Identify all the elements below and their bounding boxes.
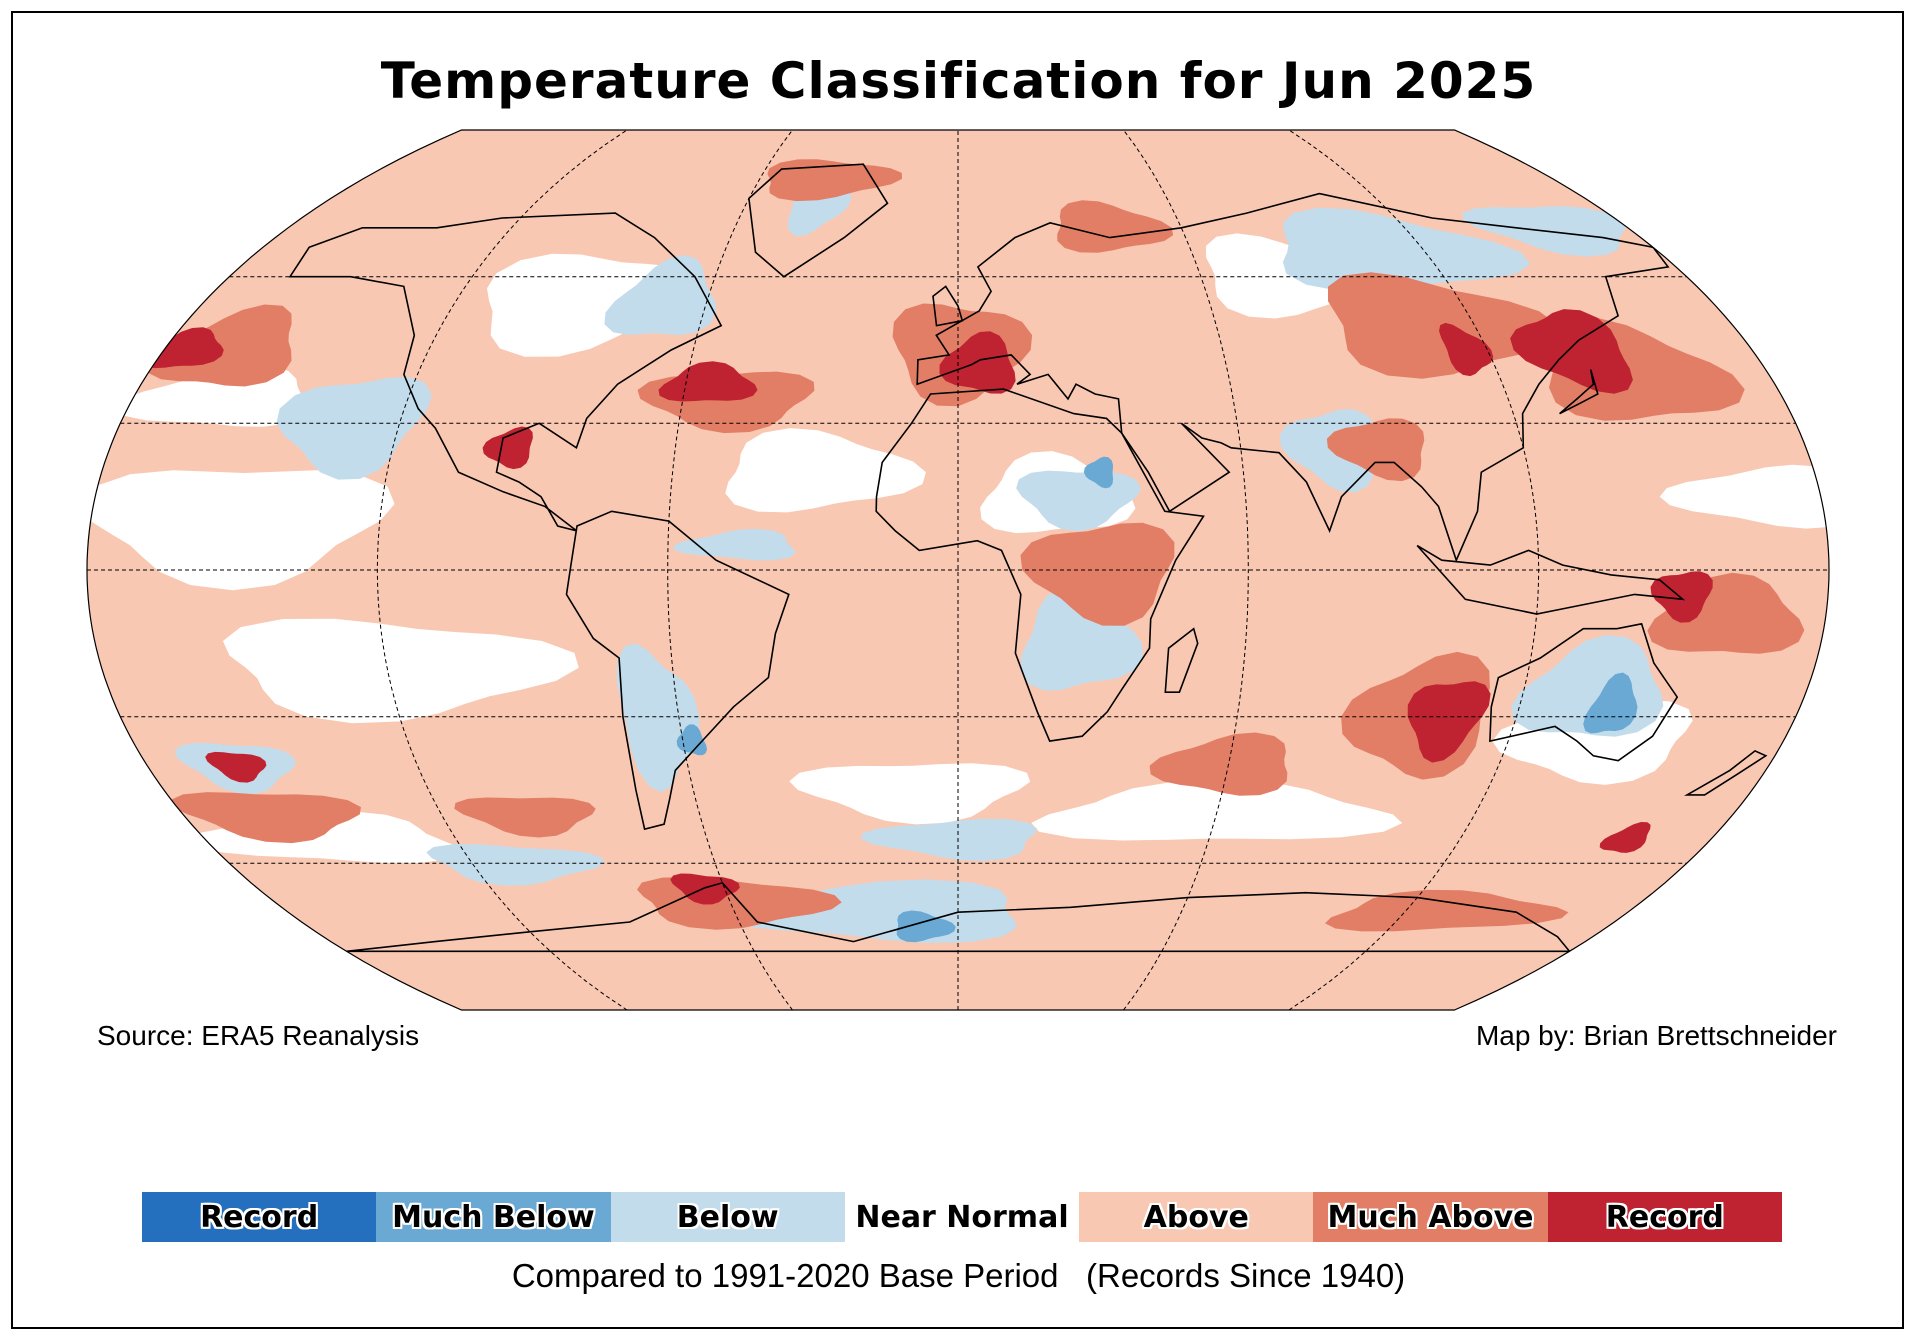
legend-near-normal: Near Normal (844, 1192, 1080, 1242)
anomaly-region (1599, 822, 1651, 853)
anomaly-region (1057, 200, 1174, 253)
anomaly-region (1282, 207, 1531, 292)
continent-south-america (565, 510, 790, 831)
map-title: Temperature Classification for Jun 2025 (380, 52, 1537, 110)
continent-antarctica (346, 881, 1572, 953)
anomaly-region (222, 618, 579, 724)
anomaly-region (1650, 571, 1713, 623)
anomaly-region (1407, 681, 1491, 763)
legend-record-cold: Record (142, 1192, 377, 1242)
anomaly-region (1659, 464, 1829, 529)
anomaly-region (670, 873, 740, 905)
anomaly-region (276, 376, 432, 480)
anomaly-region (1439, 322, 1494, 377)
legend-caption: Compared to 1991-2020 Base Period (Recor… (511, 1257, 1406, 1294)
anomaly-region (1583, 672, 1638, 734)
anomaly-region (658, 361, 758, 402)
continent-greenland (748, 163, 889, 278)
graticule-lines (87, 130, 1829, 1010)
anomaly-regions (87, 159, 1829, 943)
anomaly-region (767, 159, 902, 202)
continent-north-america (288, 212, 723, 532)
continent-indonesia (1416, 544, 1686, 615)
continent-australia (1489, 622, 1679, 762)
anomaly-region (789, 763, 1031, 825)
legend-above: Above (1079, 1192, 1314, 1242)
anomaly-region (896, 910, 956, 943)
continent-new-zealand (1683, 749, 1768, 796)
graticule-meridian (667, 130, 793, 1010)
anomaly-region (1083, 456, 1114, 489)
anomaly-region (1149, 732, 1288, 796)
legend-below: Below (610, 1192, 845, 1242)
continent-africa-eurasia (875, 388, 1205, 742)
anomaly-region (170, 792, 361, 844)
legend-much-above: Much Above (1313, 1192, 1548, 1242)
anomaly-region (673, 528, 796, 561)
anomaly-region (1020, 587, 1143, 691)
anomaly-region (1647, 572, 1805, 654)
anomaly-region (939, 331, 1016, 394)
anomaly-region (676, 724, 707, 756)
legend-much-below: Much Below (376, 1192, 611, 1242)
graticule-meridian (1288, 130, 1540, 1010)
anomaly-region (616, 643, 700, 793)
source-label: Source: ERA5 Reanalysis (97, 1020, 420, 1051)
anomaly-region (1325, 889, 1569, 932)
anomaly-region (426, 844, 605, 886)
credit-label: Map by: Brian Brettschneider (1475, 1020, 1837, 1051)
anomaly-region (142, 327, 224, 369)
graticule-meridian (1123, 130, 1249, 1010)
continent-outlines (288, 163, 1768, 953)
anomaly-region (1020, 522, 1175, 626)
graticule-meridian (376, 130, 628, 1010)
anomaly-region (205, 751, 267, 783)
anomaly-region (87, 470, 395, 591)
anomaly-region (1510, 309, 1633, 394)
map-outline (86, 129, 1830, 1011)
continent-japan (1559, 369, 1599, 415)
anomaly-region (1326, 418, 1425, 482)
legend-record-warm: Record (1547, 1192, 1782, 1242)
continent-madagascar (1164, 627, 1199, 693)
continent-europe-asia (916, 192, 1670, 563)
anomaly-region (725, 428, 926, 513)
anomaly-region (482, 426, 533, 470)
anomaly-region (860, 818, 1037, 861)
anomaly-region (454, 797, 596, 838)
legend-bar: Record Much Below Below Near Normal Abov… (142, 1192, 1782, 1242)
anomaly-region (1031, 779, 1403, 841)
anomaly-region (604, 255, 717, 335)
